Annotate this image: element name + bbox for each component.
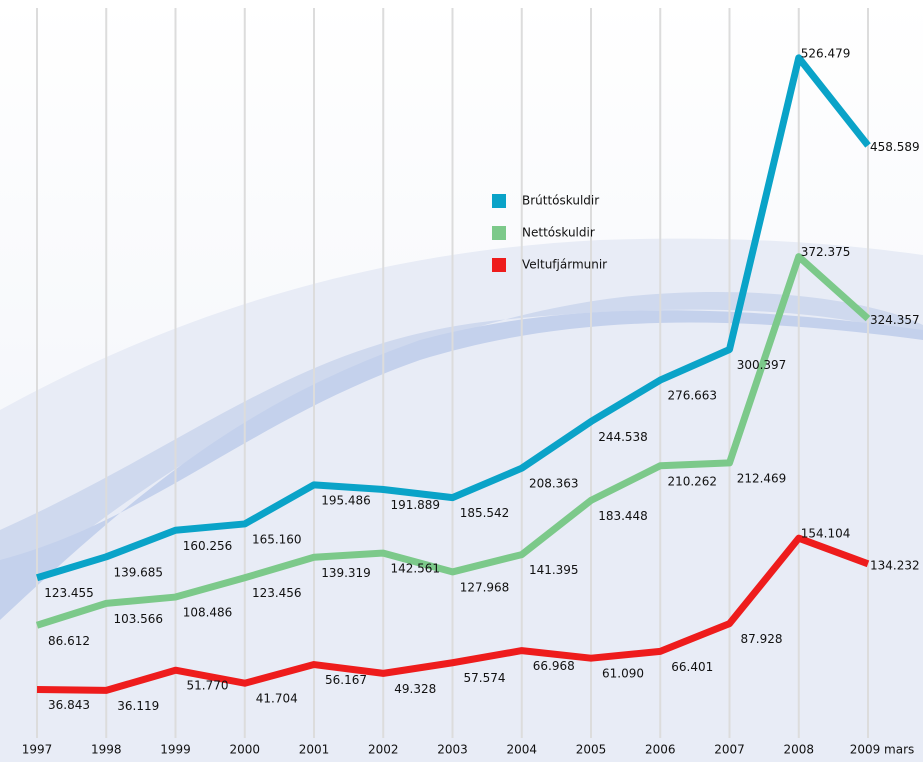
data-label: 165.160 — [252, 532, 302, 546]
legend-label: Veltufjármunir — [522, 258, 607, 272]
x-tick-label: 2008 — [783, 743, 814, 757]
legend-label: Nettóskuldir — [522, 226, 595, 240]
x-tick-label: 1997 — [22, 743, 53, 757]
x-tick-label: 2006 — [645, 743, 676, 757]
data-label: 458.589 — [870, 140, 920, 154]
data-label: 185.542 — [460, 506, 510, 520]
x-tick-label: 2002 — [368, 743, 399, 757]
data-label: 276.663 — [667, 389, 717, 403]
data-label: 66.968 — [533, 659, 575, 673]
data-label: 154.104 — [801, 527, 851, 541]
data-label: 210.262 — [667, 474, 717, 488]
data-label: 123.455 — [44, 586, 94, 600]
data-label: 103.566 — [113, 612, 163, 626]
series-line — [35, 253, 871, 629]
x-tick-label: 1999 — [160, 743, 191, 757]
x-tick-label: 2007 — [714, 743, 745, 757]
data-label: 160.256 — [183, 539, 233, 553]
data-label: 300.397 — [737, 358, 787, 372]
data-label: 212.469 — [737, 471, 787, 485]
data-label: 372.375 — [801, 245, 851, 259]
background-swoosh — [0, 292, 923, 600]
data-label: 49.328 — [394, 682, 436, 696]
data-label: 183.448 — [598, 509, 648, 523]
data-label: 208.363 — [529, 477, 579, 491]
data-label: 66.401 — [671, 660, 713, 674]
data-label: 41.704 — [256, 692, 298, 706]
data-label: 244.538 — [598, 430, 648, 444]
data-label: 123.456 — [252, 586, 302, 600]
data-label: 139.319 — [321, 566, 371, 580]
data-label: 61.090 — [602, 667, 644, 681]
legend-label: Brúttóskuldir — [522, 194, 599, 208]
data-label: 127.968 — [460, 580, 510, 594]
data-label: 87.928 — [741, 632, 783, 646]
data-label: 139.685 — [113, 565, 163, 579]
data-label: 195.486 — [321, 493, 371, 507]
data-label: 142.561 — [390, 562, 440, 576]
data-label: 324.357 — [870, 313, 920, 327]
x-tick-label: 2005 — [576, 743, 607, 757]
data-label: 86.612 — [48, 634, 90, 648]
data-label: 51.770 — [187, 679, 229, 693]
x-tick-label: 1998 — [91, 743, 122, 757]
legend-swatch — [492, 194, 506, 208]
data-label: 526.479 — [801, 46, 851, 60]
x-tick-label: 2003 — [437, 743, 468, 757]
data-label: 108.486 — [183, 606, 233, 620]
series-line — [35, 54, 871, 582]
data-label: 134.232 — [870, 558, 920, 572]
data-label: 56.167 — [325, 673, 367, 687]
data-label: 57.574 — [464, 671, 506, 685]
x-tick-label: 2004 — [506, 743, 537, 757]
series-line — [36, 534, 870, 694]
x-tick-label: 2001 — [299, 743, 330, 757]
legend-swatch — [492, 258, 506, 272]
background-swoosh — [0, 310, 923, 620]
data-label: 36.119 — [117, 699, 159, 713]
data-label: 191.889 — [390, 498, 440, 512]
data-label: 141.395 — [529, 563, 579, 577]
x-tick-label: 2000 — [229, 743, 260, 757]
data-label: 36.843 — [48, 698, 90, 712]
legend-swatch — [492, 226, 506, 240]
x-tick-label: 2009 mars — [850, 743, 915, 757]
